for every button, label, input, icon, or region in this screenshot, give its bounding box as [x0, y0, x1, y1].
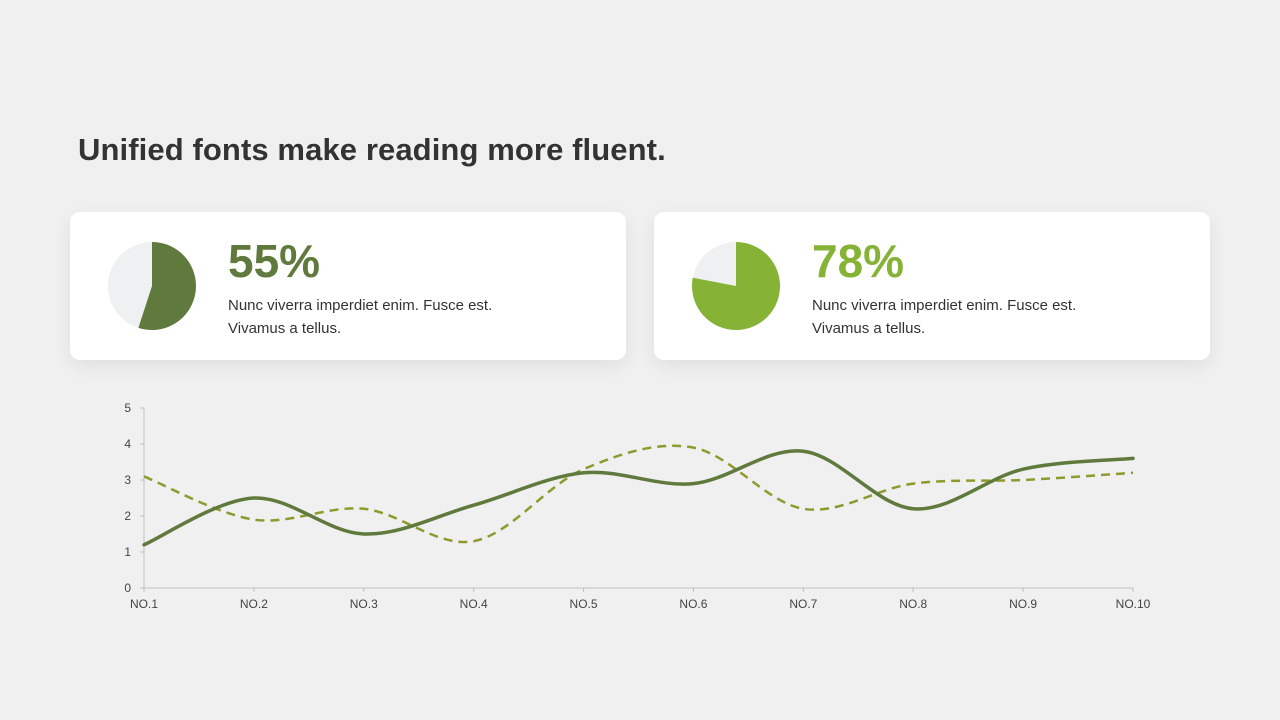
- x-tick-label: NO.9: [1009, 597, 1037, 611]
- series-line-1: [142, 449, 1135, 547]
- x-tick-label: NO.1: [130, 597, 158, 611]
- pie-chart-2: [692, 242, 781, 330]
- y-tick-label: 1: [124, 545, 131, 559]
- y-tick-label: 3: [124, 473, 131, 487]
- card-description-2: Nunc viverra imperdiet enim. Fusce est. …: [812, 294, 1152, 340]
- percent-value-2: 78%: [812, 235, 905, 287]
- x-tick-label: NO.4: [460, 597, 488, 611]
- page-title: Unified fonts make reading more fluent.: [78, 132, 666, 167]
- y-tick-label: 5: [124, 401, 131, 415]
- x-tick-label: NO.5: [570, 597, 598, 611]
- x-tick-label: NO.8: [899, 597, 927, 611]
- x-tick-label: NO.10: [1116, 597, 1151, 611]
- card-1-line-1: Nunc viverra imperdiet enim. Fusce est.: [228, 297, 493, 314]
- pie-1-slice: [138, 242, 196, 330]
- card-2-line-2: Vivamus a tellus.: [812, 320, 926, 337]
- pie-chart-1: [108, 242, 196, 330]
- card-2-line-1: Nunc viverra imperdiet enim. Fusce est.: [812, 297, 1077, 314]
- series-line-2: [143, 444, 1134, 544]
- pie-2-slice: [692, 242, 781, 330]
- stat-card-2: 78% Nunc viverra imperdiet enim. Fusce e…: [654, 212, 1210, 360]
- stat-card-1: 55% Nunc viverra imperdiet enim. Fusce e…: [70, 212, 626, 360]
- y-tick-label: 4: [124, 437, 131, 451]
- card-1-line-2: Vivamus a tellus.: [228, 320, 342, 337]
- percent-value-1: 55%: [228, 235, 321, 287]
- y-tick-label: 2: [124, 509, 131, 523]
- y-tick-label: 0: [124, 581, 131, 595]
- card-description-1: Nunc viverra imperdiet enim. Fusce est. …: [228, 294, 568, 340]
- x-tick-label: NO.6: [679, 597, 707, 611]
- x-tick-label: NO.7: [789, 597, 817, 611]
- x-tick-label: NO.2: [240, 597, 268, 611]
- x-tick-label: NO.3: [350, 597, 378, 611]
